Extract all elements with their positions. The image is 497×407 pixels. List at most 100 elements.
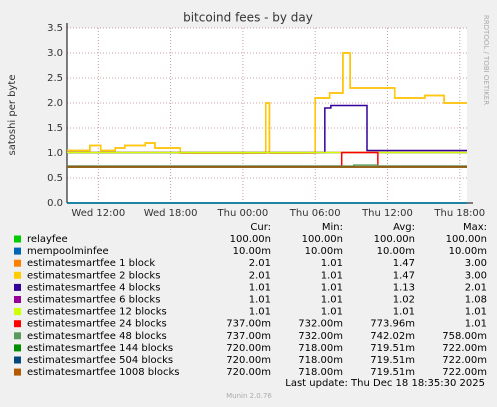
stat-value: 1.47 <box>393 270 415 281</box>
stat-value: 10.00m <box>233 246 271 257</box>
y-tick-label: 1.5 <box>47 123 63 134</box>
legend-label: estimatesmartfee 2 blocks <box>27 270 160 281</box>
stat-value: 719.51m <box>370 355 415 366</box>
stat-value: 722.00m <box>442 343 487 354</box>
series-line <box>67 52 467 154</box>
stat-value: 10.00m <box>377 246 415 257</box>
stat-value: 1.01 <box>321 282 343 293</box>
x-tick-label: Thu 00:00 <box>217 208 269 219</box>
stat-value: 10.00m <box>305 246 343 257</box>
stat-value: 1.01 <box>321 307 343 318</box>
stat-value: 2.01 <box>249 258 271 269</box>
legend-swatch <box>14 368 21 376</box>
stat-value: 737.00m <box>226 319 271 330</box>
legend-label: estimatesmartfee 1 block <box>27 258 155 269</box>
stat-value: 1.01 <box>249 282 271 293</box>
stat-value: 1.01 <box>321 258 343 269</box>
x-tick-label: Thu 18:00 <box>433 208 485 219</box>
y-tick-label: 3.5 <box>47 23 63 34</box>
legend-label: estimatesmartfee 1008 blocks <box>27 367 180 378</box>
stat-value: 100.00n <box>374 234 415 245</box>
legend-label: estimatesmartfee 144 blocks <box>27 343 173 354</box>
legend-swatch <box>14 247 21 255</box>
footer: Last update: Thu Dec 18 18:35:30 2025 <box>285 378 485 389</box>
legend-swatch <box>14 235 21 243</box>
y-tick-label: 0.0 <box>47 198 63 209</box>
y-tick-label: 2.5 <box>47 73 63 84</box>
x-tick-label: Thu 12:00 <box>361 208 413 219</box>
stat-value: 1.01 <box>321 270 343 281</box>
legend-swatch <box>14 271 21 279</box>
stat-value: 1.01 <box>393 307 415 318</box>
stat-value: 1.08 <box>465 295 487 306</box>
legend-swatch <box>14 308 21 316</box>
plot-area <box>67 28 467 203</box>
legend-label: estimatesmartfee 504 blocks <box>27 355 173 366</box>
y-tick-label: 2.0 <box>47 98 63 109</box>
stat-value: 737.00m <box>226 331 271 342</box>
stat-value: 1.01 <box>249 307 271 318</box>
side-label: RRDTOOL / TOBI OETIKER <box>482 15 490 105</box>
legend-label: mempoolminfee <box>27 246 109 257</box>
legend-label: estimatesmartfee 6 blocks <box>27 295 160 306</box>
stat-value: 10.00m <box>449 246 487 257</box>
stat-value: 718.00m <box>298 367 343 378</box>
stat-value: 719.51m <box>370 343 415 354</box>
stat-header: Max: <box>463 222 487 233</box>
y-tick-label: 0.5 <box>47 173 63 184</box>
stat-value: 1.01 <box>465 307 487 318</box>
y-tick-label: 1.0 <box>47 148 63 159</box>
version: Munin 2.0.76 <box>226 392 272 400</box>
stat-value: 719.51m <box>370 367 415 378</box>
legend-label: estimatesmartfee 12 blocks <box>27 307 167 318</box>
legend-swatch <box>14 356 21 364</box>
stat-value: 3.00 <box>465 270 487 281</box>
stat-value: 100.00n <box>446 234 487 245</box>
stat-value: 718.00m <box>298 343 343 354</box>
x-tick-label: Wed 18:00 <box>144 208 198 219</box>
stat-value: 742.02m <box>370 331 415 342</box>
series-line <box>67 104 467 154</box>
y-axis-label: satoshi per byte <box>7 74 18 155</box>
legend-swatch <box>14 332 21 340</box>
stat-value: 1.13 <box>393 282 415 293</box>
stat-value: 1.02 <box>393 295 415 306</box>
legend-swatch <box>14 283 21 291</box>
stat-value: 722.00m <box>442 355 487 366</box>
stat-header: Min: <box>322 222 343 233</box>
x-tick-label: Thu 06:00 <box>289 208 341 219</box>
stat-value: 773.96m <box>370 319 415 330</box>
stat-value: 100.00n <box>302 234 343 245</box>
stat-value: 732.00m <box>298 319 343 330</box>
legend-swatch <box>14 344 21 352</box>
stat-header: Avg: <box>393 222 415 233</box>
stat-value: 1.01 <box>249 295 271 306</box>
legend-label: estimatesmartfee 24 blocks <box>27 319 167 330</box>
stat-value: 100.00n <box>230 234 271 245</box>
stat-value: 732.00m <box>298 331 343 342</box>
stat-value: 758.00m <box>442 331 487 342</box>
stat-value: 718.00m <box>298 355 343 366</box>
legend-swatch <box>14 296 21 303</box>
legend-label: relayfee <box>27 234 68 245</box>
y-tick-label: 3.0 <box>47 48 63 59</box>
legend-swatch <box>14 259 21 267</box>
chart-title: bitcoind fees - by day <box>183 11 313 25</box>
stat-header: Cur: <box>250 222 271 233</box>
stat-value: 720.00m <box>226 343 271 354</box>
stat-value: 1.01 <box>465 319 487 330</box>
stat-value: 1.47 <box>393 258 415 269</box>
x-tick-label: Wed 12:00 <box>71 208 125 219</box>
series-line <box>67 164 467 167</box>
stat-value: 1.01 <box>321 295 343 306</box>
legend-label: estimatesmartfee 4 blocks <box>27 282 160 293</box>
stat-value: 722.00m <box>442 367 487 378</box>
stat-value: 2.01 <box>249 270 271 281</box>
legend-label: estimatesmartfee 48 blocks <box>27 331 167 342</box>
stat-value: 2.01 <box>465 282 487 293</box>
legend-swatch <box>14 320 21 328</box>
stat-value: 720.00m <box>226 367 271 378</box>
stat-value: 720.00m <box>226 355 271 366</box>
stat-value: 3.00 <box>465 258 487 269</box>
